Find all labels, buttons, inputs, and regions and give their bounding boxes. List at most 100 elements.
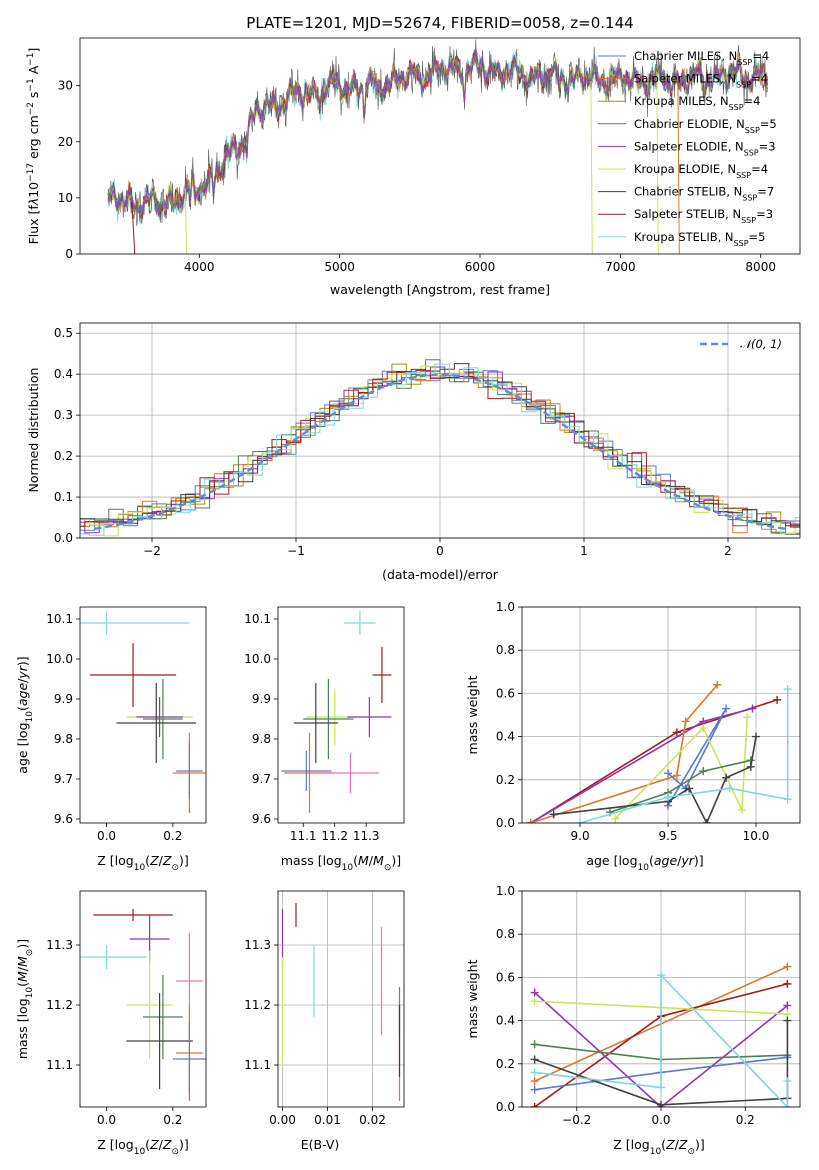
mass_vs_Z-errorbar-5 <box>143 975 183 1059</box>
weight_vs_age-xtick-label-0: 9.0 <box>571 829 590 843</box>
spectrum-drop-1 <box>184 188 188 254</box>
residuals-xlabel: (data-model)/error <box>382 567 499 582</box>
weight_vs_age-marker-3-2 <box>722 704 731 713</box>
weight_vs_age-series-ch_miles <box>667 708 727 807</box>
spectrum-line-sa_elodie <box>107 48 769 220</box>
spectrum-legend-label-6: Chabrier STELIB, NSSP=7 <box>634 185 774 203</box>
weight_vs_age-marker-4-1 <box>699 723 708 732</box>
spectrum-legend-label-5: Kroupa ELODIE, NSSP=4 <box>634 162 768 180</box>
age_vs_Z-errorbar-7 <box>176 743 203 799</box>
mass-vs-ebv-xlabel: E(B-V) <box>301 1137 340 1152</box>
mass_vs_Z-frame <box>79 890 207 1108</box>
spectrum-ytick-label-3: 30 <box>58 79 73 93</box>
age_vs_mass-errorbar-5 <box>293 683 338 763</box>
age_vs_mass-errorbar-1 <box>372 647 392 703</box>
weight_vs_age-frame <box>521 606 801 824</box>
residuals-ytick-label-3: 0.3 <box>54 408 73 422</box>
weight_vs_age-ytick-label-2: 0.4 <box>496 730 515 744</box>
mass_vs_Z-marks <box>80 909 206 1101</box>
weight_vs_Z-series-sa_elodie <box>534 991 788 1107</box>
age_vs_Z-errorbar-3 <box>136 697 183 737</box>
weight_vs_Z-marker-4-0 <box>530 1040 539 1049</box>
residuals-gaussian-curve <box>94 373 786 530</box>
mass_vs_Z-xtick-label-1: 0.2 <box>163 1113 182 1127</box>
residuals-xtick-label-4: 2 <box>724 544 732 558</box>
weight_vs_Z-ytick-label-1: 0.2 <box>496 1057 515 1071</box>
weight_vs_Z-marker-7-4 <box>783 1077 792 1086</box>
mass_vs_ebv-xtick-label-1: 0.01 <box>314 1113 341 1127</box>
weight_vs_Z-ytick-label-5: 1.0 <box>496 884 515 898</box>
mass-vs-extinction-panel: 0.00 0.01 0.02 11.1 11.2 11.3 E(B-V) <box>244 890 405 1152</box>
weight_vs_Z-marker-0-1 <box>783 962 792 971</box>
weight_vs_age-marker-7-4 <box>783 685 792 694</box>
residuals-ytick-label-4: 0.4 <box>54 367 73 381</box>
residuals-xtick-label-2: 0 <box>436 544 444 558</box>
weight_vs_Z-marker-6-1 <box>657 1100 665 1107</box>
age_vs_Z-ytick-label-1: 9.7 <box>54 772 73 786</box>
spectrum-xlabel: wavelength [Angstrom, rest frame] <box>330 282 550 297</box>
age_vs_Z-ytick-label-4: 10.0 <box>46 652 73 666</box>
weight_vs_age-ytick-label-3: 0.6 <box>496 686 515 700</box>
weight_vs_age-marker-4-2 <box>737 806 746 815</box>
weight_vs_Z-frame <box>521 890 801 1108</box>
weight_vs_age-marker-2-1 <box>672 771 681 780</box>
weight_vs_age-xtick-label-2: 10.0 <box>743 829 770 843</box>
weight_vs_age-marker-5-2 <box>699 767 708 776</box>
spectrum-legend-label-0: Chabrier MILES, NSSP=4 <box>634 49 769 67</box>
weight_vs_age-marker-7-2 <box>725 784 734 793</box>
mass_vs_Z-errorbar-2 <box>80 945 147 969</box>
spectrum-drop-0 <box>131 202 136 254</box>
weight-vs-z-ylabel: mass weight <box>465 959 480 1038</box>
residuals-ytick-label-0: 0.0 <box>54 531 73 545</box>
mass_vs_Z-xtick-label-0: 0.0 <box>97 1113 116 1127</box>
weight_vs_age-xtick-label-1: 9.5 <box>658 829 677 843</box>
residuals-panel: −2 −1 0 1 2 0.0 0.1 0.2 0.3 0.4 0.5 𝒩(0, 1) (data-… <box>26 322 801 582</box>
weight_vs_age-series-kr_elodie <box>614 717 748 820</box>
weight_vs_age-ytick-label-4: 0.8 <box>496 643 515 657</box>
spectrum-marks <box>107 39 769 254</box>
age_vs_Z-ytick-label-3: 9.9 <box>54 692 73 706</box>
weight_vs_Z-marker-2-2 <box>783 1001 792 1010</box>
weight_vs_age-marker-7-1 <box>664 793 673 802</box>
weight_vs_age-marker-2-2 <box>681 717 690 726</box>
age_vs_mass-ytick-label-2: 9.8 <box>252 732 271 746</box>
residuals-hist-ch_stelib <box>80 363 800 530</box>
mass_vs_Z-ytick-label-1: 11.2 <box>46 998 73 1012</box>
age_vs_mass-errorbar-4 <box>303 679 354 759</box>
age_vs_mass-xtick-label-0: 11.1 <box>290 829 317 843</box>
mass_vs_Z-ytick-label-2: 11.3 <box>46 938 73 952</box>
age_vs_Z-errorbar-0 <box>80 611 190 635</box>
weight_vs_Z-series-ch_stelib <box>534 1020 789 1106</box>
weight_vs_Z-marker-7-3 <box>783 1103 792 1107</box>
age_vs_Z-ytick-label-0: 9.6 <box>54 812 73 826</box>
spectrum-legend-label-8: Kroupa STELIB, NSSP=5 <box>634 230 765 248</box>
residuals-ytick-label-2: 0.2 <box>54 449 73 463</box>
spectrum-legend-label-4: Salpeter ELODIE, NSSP=3 <box>634 139 776 157</box>
weight_vs_age-marker-4-3 <box>743 713 752 722</box>
weight_vs_Z-marker-1-2 <box>783 979 792 988</box>
residuals-legend-label: 𝒩(0, 1) <box>740 337 782 351</box>
mass_vs_ebv-xtick-label-2: 0.02 <box>359 1113 386 1127</box>
mass_vs_Z-ytick-label-0: 11.1 <box>46 1058 73 1072</box>
age_vs_mass-ytick-label-4: 10.0 <box>244 652 271 666</box>
age_vs_mass-ytick-label-0: 9.6 <box>252 812 271 826</box>
weight_vs_age-marker-1-2 <box>748 704 757 713</box>
weight_vs_Z-ytick-label-0: 0.0 <box>496 1100 515 1114</box>
weight_vs_age-marker-0-2 <box>773 695 782 704</box>
weight_vs_age-marker-3-0 <box>664 769 673 778</box>
residuals-xtick-label-0: −2 <box>143 544 161 558</box>
residuals-hist-sa_stelib <box>80 370 800 528</box>
residuals-marks <box>80 359 800 537</box>
weight_vs_age-marker-6-3 <box>702 819 711 823</box>
weight_vs_age-marker-6-2 <box>685 784 694 793</box>
spectrum-ytick-label-0: 0 <box>65 247 73 261</box>
weight_vs_age-marker-6-5 <box>746 762 755 771</box>
age_vs_Z-errorbar-5 <box>116 683 197 763</box>
weight_vs_Z-marker-6-0 <box>530 1055 539 1064</box>
weight_vs_Z-ytick-label-4: 0.8 <box>496 927 515 941</box>
residuals-frame <box>79 322 801 539</box>
spectrum-panel: 4000 5000 6000 7000 8000 0 10 20 30 Chabrier MIL… <box>26 14 801 297</box>
weight_vs_age-ytick-label-1: 0.2 <box>496 773 515 787</box>
weight_vs_age-series-ch_elodie <box>609 759 751 813</box>
spectrum-xtick-label-4: 8000 <box>745 260 776 274</box>
